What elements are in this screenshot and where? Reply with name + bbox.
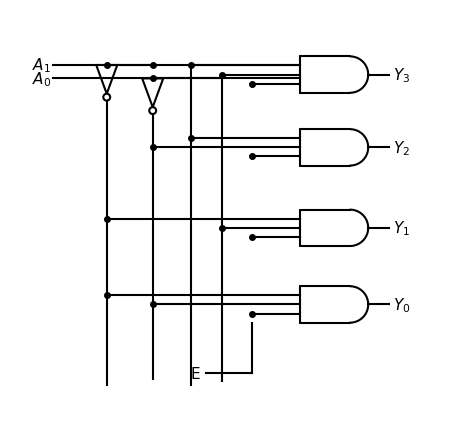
Text: $A_0$: $A_0$ [32, 70, 51, 89]
Text: $Y_1$: $Y_1$ [393, 219, 410, 238]
Text: $Y_0$: $Y_0$ [393, 295, 410, 314]
Text: E: E [191, 366, 201, 381]
Text: $Y_3$: $Y_3$ [393, 66, 410, 85]
Text: $A_1$: $A_1$ [32, 57, 51, 75]
Text: $Y_2$: $Y_2$ [393, 139, 410, 157]
